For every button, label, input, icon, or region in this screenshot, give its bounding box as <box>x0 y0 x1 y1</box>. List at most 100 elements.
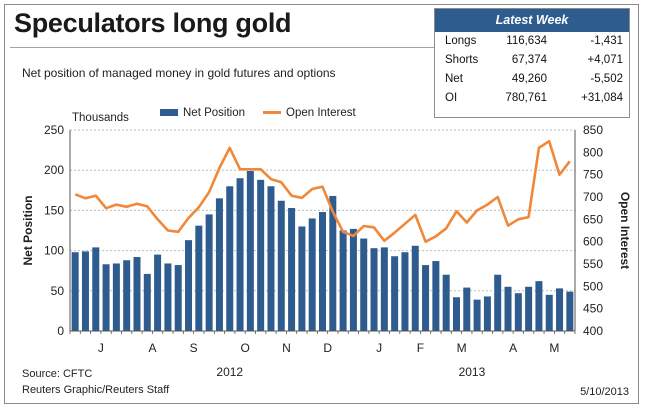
y-tick-label: 250 <box>44 123 64 137</box>
month-label: J <box>376 341 382 355</box>
date-note: 5/10/2013 <box>580 386 629 398</box>
row-change: -5,502 <box>590 73 623 85</box>
net-position-bar <box>236 178 244 331</box>
y2-tick-label: 700 <box>583 190 603 204</box>
net-position-bar <box>185 240 193 331</box>
month-label: A <box>509 341 517 355</box>
y2-axis-title: Open Interest <box>618 192 632 269</box>
net-position-bar <box>81 251 89 331</box>
row-label: Shorts <box>445 54 479 66</box>
page-title: Speculators long gold <box>14 8 292 38</box>
month-label: J <box>98 341 104 355</box>
net-position-bar <box>318 212 327 331</box>
y2-tick-label: 550 <box>583 257 603 271</box>
net-position-bar <box>545 294 553 331</box>
y2-tick-label: 500 <box>583 279 603 293</box>
net-position-bar <box>246 171 254 331</box>
year-label: 2013 <box>459 365 486 379</box>
net-position-bar <box>226 186 234 331</box>
net-position-bar <box>267 186 275 331</box>
net-position-bar <box>164 263 172 331</box>
y2-tick-label: 450 <box>583 302 603 316</box>
row-label: OI <box>445 92 458 104</box>
chart-subtitle: Net position of managed money in gold fu… <box>22 66 336 80</box>
legend-bar-swatch <box>160 109 178 117</box>
latest-week-row: Net 49,260 -5,502 <box>435 70 629 89</box>
net-position-bar <box>277 200 285 331</box>
net-position-bar <box>308 218 316 331</box>
latest-week-header: Latest Week <box>435 9 629 32</box>
latest-week-row: Longs 116,634 -1,431 <box>435 32 629 51</box>
net-position-bar <box>360 238 368 331</box>
legend-line-swatch <box>263 111 282 115</box>
latest-week-row: Shorts 67,374 +4,071 <box>435 51 629 70</box>
net-position-bar <box>483 296 491 331</box>
y2-tick-label: 400 <box>583 324 603 338</box>
y2-tick-label: 750 <box>583 168 603 182</box>
net-position-bar <box>339 230 347 331</box>
net-position-bar <box>452 297 460 331</box>
row-label: Longs <box>445 35 477 47</box>
month-label: M <box>549 341 559 355</box>
net-position-bar <box>143 273 151 331</box>
row-change: +4,071 <box>587 54 624 66</box>
month-label: N <box>282 341 291 355</box>
y-tick-label: 100 <box>44 244 64 258</box>
month-label: M <box>457 341 467 355</box>
net-position-bar <box>504 286 512 331</box>
net-position-bar <box>123 260 131 331</box>
month-label: D <box>323 341 332 355</box>
net-position-bar <box>215 198 223 331</box>
month-label: S <box>190 341 198 355</box>
net-position-bar <box>329 195 337 331</box>
y-tick-label: 200 <box>44 163 64 177</box>
net-position-bar <box>401 252 409 331</box>
title-divider <box>10 47 434 48</box>
y2-tick-label: 850 <box>583 123 603 137</box>
net-position-bar <box>380 247 388 331</box>
net-position-bar <box>494 274 502 331</box>
y2-tick-label: 600 <box>583 235 603 249</box>
year-label: 2012 <box>216 365 243 379</box>
row-label: Net <box>445 73 463 85</box>
row-change: +31,084 <box>581 92 623 104</box>
row-value: 49,260 <box>511 73 547 85</box>
net-position-bar <box>349 228 357 331</box>
latest-week-table: Latest Week Longs 116,634 -1,431 Shorts … <box>434 8 630 118</box>
latest-week-row: OI 780,761 +31,084 <box>435 89 629 108</box>
net-position-bar <box>442 274 450 331</box>
units-label: Thousands <box>72 112 129 124</box>
y-tick-label: 0 <box>57 324 64 338</box>
chart-legend: Net Position Open Interest <box>160 107 356 119</box>
net-position-bar <box>205 214 213 331</box>
net-position-bar <box>556 288 564 331</box>
net-position-bar <box>154 254 162 331</box>
credit-note: Reuters Graphic/Reuters Staff <box>22 384 170 396</box>
y2-tick-label: 650 <box>583 212 603 226</box>
net-position-bar <box>174 265 182 331</box>
net-position-bar <box>71 252 79 331</box>
net-position-bar <box>422 265 430 331</box>
net-position-bar <box>463 287 471 331</box>
y-axis-title: Net Position <box>21 195 35 265</box>
net-position-bar <box>102 264 110 331</box>
y-tick-label: 150 <box>44 203 64 217</box>
net-position-bar <box>370 248 378 331</box>
net-position-bar <box>514 293 522 331</box>
legend-open-interest: Open Interest <box>286 107 356 119</box>
row-value: 116,634 <box>506 35 547 47</box>
net-position-bar <box>112 263 120 331</box>
row-value: 67,374 <box>511 54 547 66</box>
net-position-bar <box>473 299 481 331</box>
net-position-bar <box>535 281 543 331</box>
open-interest-line <box>74 139 571 243</box>
y-tick-label: 50 <box>51 284 65 298</box>
month-label: A <box>148 341 156 355</box>
net-position-bar <box>288 207 296 331</box>
row-change: -1,431 <box>590 35 623 47</box>
net-position-bar <box>257 179 265 331</box>
y2-tick-label: 800 <box>583 145 603 159</box>
legend-net-position: Net Position <box>183 107 246 119</box>
net-position-bar <box>298 226 306 331</box>
